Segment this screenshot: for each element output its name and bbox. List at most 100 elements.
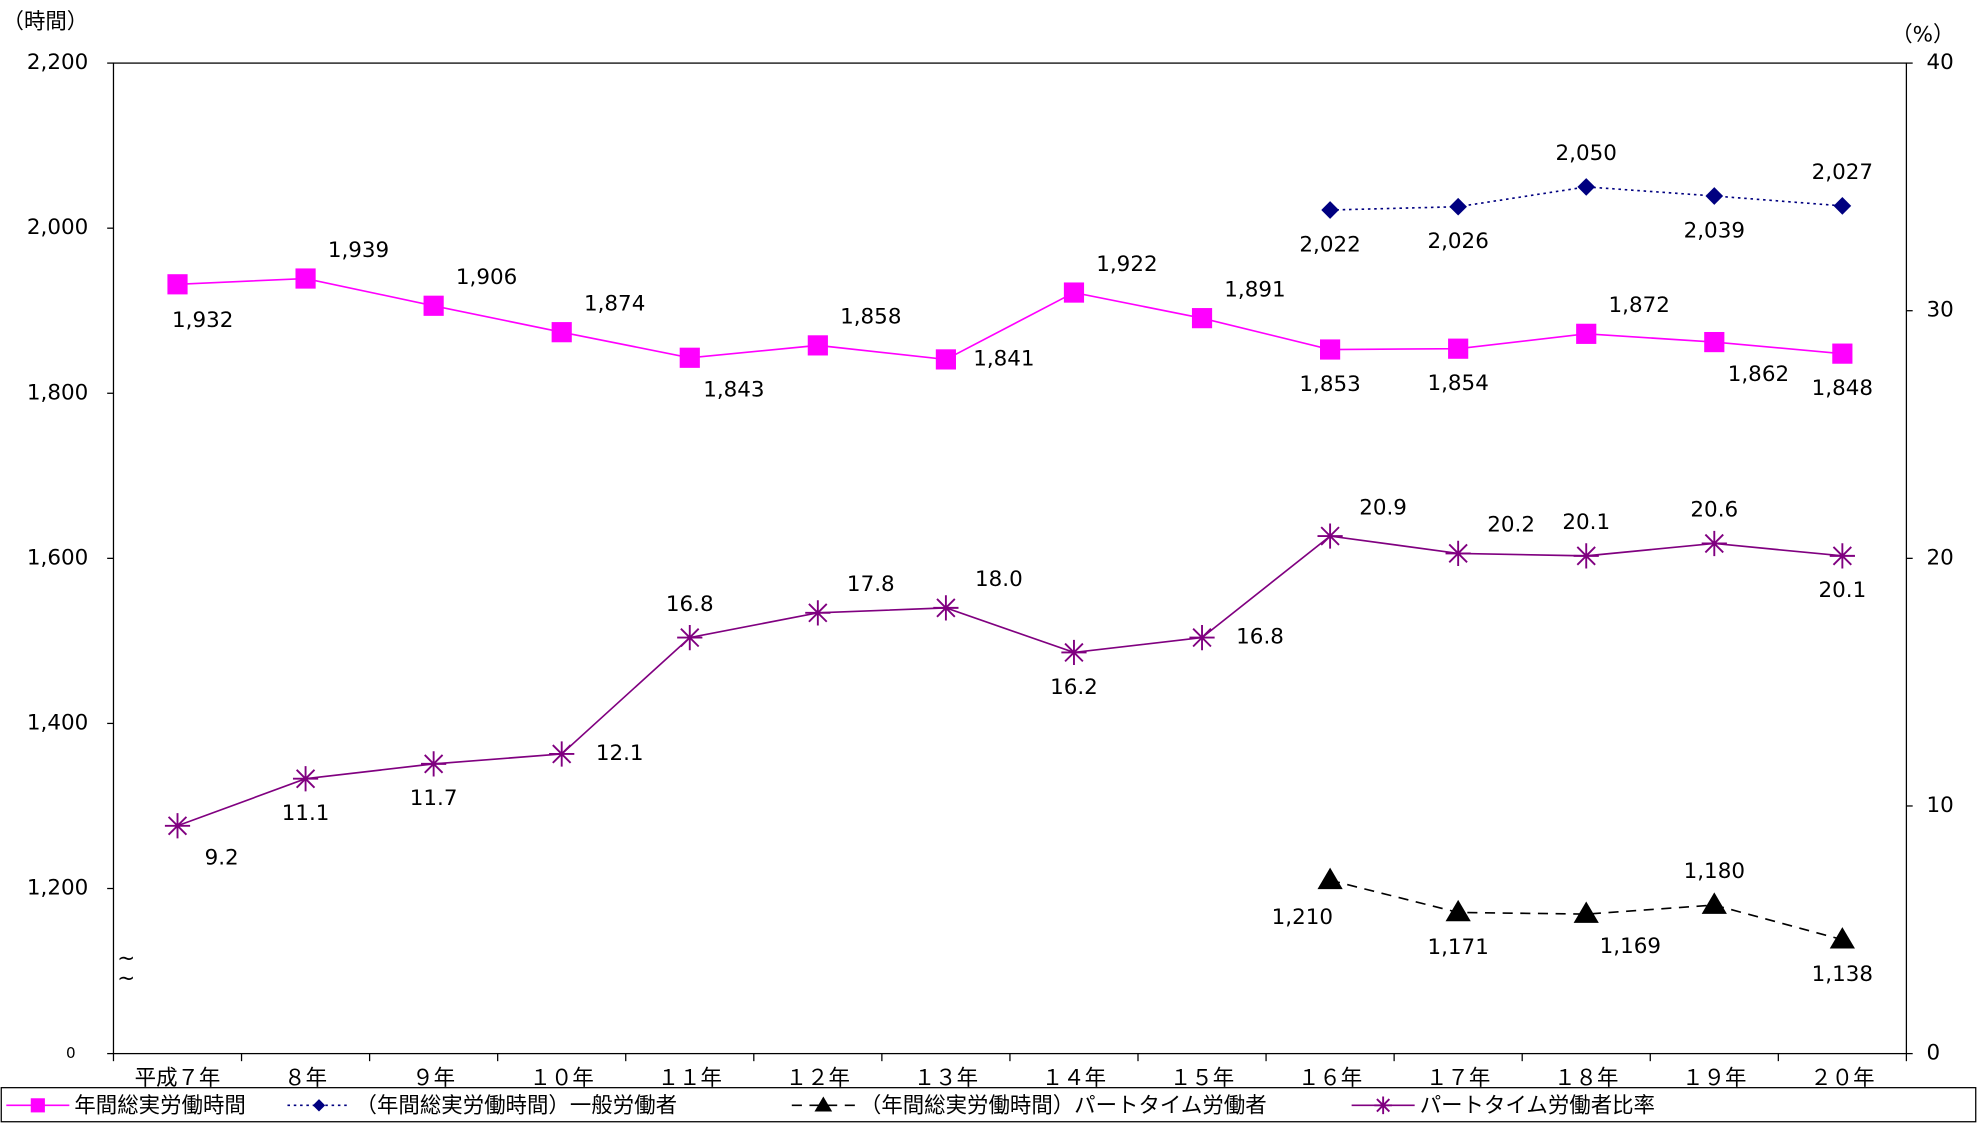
data-label: 18.0 <box>975 567 1023 592</box>
data-point <box>1829 543 1855 569</box>
y-tick-label: 1,400 <box>27 710 88 735</box>
data-point <box>1448 338 1469 359</box>
data-label: 9.2 <box>205 846 239 871</box>
data-label: 2,039 <box>1684 218 1745 243</box>
data-point <box>1573 901 1599 923</box>
data-point <box>807 335 828 356</box>
data-point <box>421 751 447 777</box>
data-point <box>295 268 316 289</box>
data-label: 1,210 <box>1272 905 1333 930</box>
data-point <box>1829 927 1855 949</box>
x-tick-label: １４年 <box>1042 1066 1106 1091</box>
x-tick-label: ９年 <box>412 1066 455 1091</box>
x-tick-label: １７年 <box>1426 1066 1490 1091</box>
data-point <box>1321 201 1339 219</box>
data-point <box>167 274 188 295</box>
data-point <box>1705 187 1724 205</box>
data-point <box>805 600 831 626</box>
x-tick-label: 平成７年 <box>135 1066 221 1091</box>
y-tick-label: 1,800 <box>27 380 88 405</box>
data-label: 1,891 <box>1224 277 1285 302</box>
x-tick-label: １１年 <box>658 1066 722 1091</box>
x-tick-label: ８年 <box>284 1066 327 1091</box>
y-axis-unit: （時間） <box>3 10 89 35</box>
data-point <box>1191 308 1213 329</box>
data-point <box>549 741 575 767</box>
data-label: 1,862 <box>1728 362 1789 387</box>
data-point <box>1189 624 1215 651</box>
legend-marker <box>1374 1096 1392 1115</box>
data-point <box>1833 197 1852 215</box>
data-label: 16.8 <box>1236 625 1284 650</box>
series-line <box>1330 186 1843 211</box>
data-label: 1,874 <box>584 291 645 316</box>
data-point <box>1061 639 1087 666</box>
data-point <box>1449 197 1467 216</box>
data-label: 1,922 <box>1096 252 1157 277</box>
y2-tick-label: 30 <box>1927 298 1954 323</box>
x-tick-label: １２年 <box>786 1066 850 1091</box>
legend-marker <box>814 1096 833 1112</box>
data-label: 1,169 <box>1600 934 1661 959</box>
data-point <box>1577 178 1596 196</box>
data-point <box>551 322 572 343</box>
data-point <box>1445 540 1471 567</box>
data-label: 16.8 <box>666 592 714 617</box>
y2-tick-label: 40 <box>1927 50 1954 75</box>
data-point <box>1701 530 1727 557</box>
axis-break: ~ <box>117 946 135 971</box>
data-point <box>1320 339 1341 360</box>
data-label: 1,171 <box>1427 935 1488 960</box>
data-point <box>1832 343 1853 364</box>
data-label: 1,858 <box>840 305 901 330</box>
x-tick-label: １３年 <box>914 1066 978 1091</box>
y-tick-label: 2,000 <box>27 215 88 240</box>
data-label: 1,841 <box>973 346 1034 371</box>
data-label: 1,906 <box>456 265 517 290</box>
data-label: 11.1 <box>282 801 330 826</box>
data-point <box>1063 282 1085 303</box>
x-tick-label: １０年 <box>530 1066 594 1091</box>
data-label: 1,848 <box>1812 376 1873 401</box>
data-point <box>1573 543 1599 569</box>
data-point <box>1317 867 1343 890</box>
data-label: 1,854 <box>1427 371 1488 396</box>
legend-marker <box>30 1098 45 1113</box>
legend-label: 年間総実労働時間 <box>74 1094 245 1119</box>
y2-axis-unit: （%） <box>1891 22 1954 47</box>
data-label: 16.2 <box>1050 675 1098 700</box>
data-point <box>292 766 319 792</box>
data-label: 1,932 <box>172 308 233 333</box>
data-label: 1,872 <box>1609 293 1670 318</box>
y-tick-label: 2,200 <box>27 50 88 75</box>
data-point <box>1317 523 1343 549</box>
data-label: 2,022 <box>1299 232 1360 257</box>
data-point <box>164 813 191 839</box>
x-tick-label: １５年 <box>1170 1066 1234 1091</box>
data-label: 2,050 <box>1556 141 1617 166</box>
data-label: 2,026 <box>1427 229 1488 254</box>
data-point <box>677 624 703 651</box>
series-line <box>177 535 1843 827</box>
y2-tick-label: 20 <box>1927 545 1954 570</box>
data-point <box>679 347 700 368</box>
x-tick-label: １９年 <box>1682 1066 1746 1091</box>
data-label: 12.1 <box>596 741 644 766</box>
data-label: 2,027 <box>1812 160 1873 185</box>
legend-box <box>0 1087 1977 1123</box>
x-tick-label: ２０年 <box>1810 1066 1874 1091</box>
axis-break: ~ <box>117 966 135 991</box>
data-label: 20.6 <box>1690 498 1738 523</box>
data-point <box>1704 331 1725 353</box>
legend-label: （年間総実労働時間）一般労働者 <box>356 1094 677 1119</box>
data-point <box>933 595 959 621</box>
data-point <box>423 295 444 316</box>
x-tick-label: １６年 <box>1298 1066 1362 1091</box>
data-label: 1,939 <box>328 238 389 263</box>
data-label: 1,138 <box>1812 962 1873 987</box>
series-line <box>177 277 1843 361</box>
legend-label: （年間総実労働時間）パートタイム労働者 <box>860 1094 1267 1119</box>
data-label: 1,180 <box>1684 859 1745 884</box>
